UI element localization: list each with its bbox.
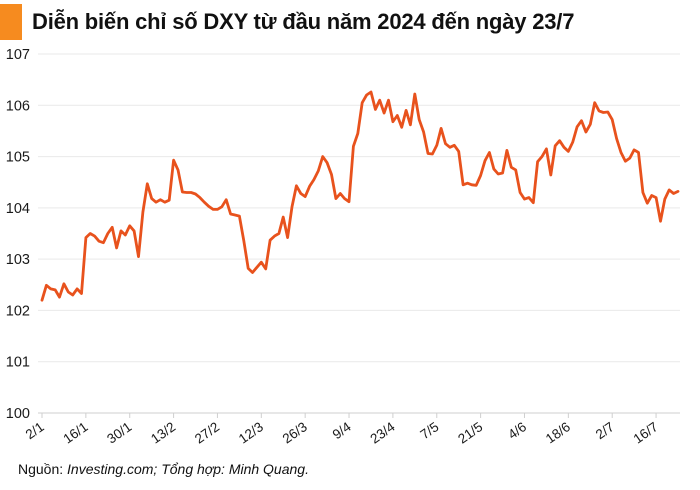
x-axis-label: 27/2 bbox=[192, 419, 222, 446]
chart-header: Diễn biến chỉ số DXY từ đầu năm 2024 đến… bbox=[0, 0, 700, 44]
source-detail: Investing.com; Tổng hợp: Minh Quang. bbox=[67, 461, 309, 477]
source-label: Nguồn: bbox=[18, 461, 68, 477]
x-axis-label: 4/6 bbox=[505, 419, 529, 442]
chart-title: Diễn biến chỉ số DXY từ đầu năm 2024 đến… bbox=[32, 9, 575, 34]
x-axis-label: 16/7 bbox=[631, 419, 661, 446]
y-axis-label: 102 bbox=[6, 303, 30, 319]
y-axis-label: 100 bbox=[6, 406, 30, 422]
x-axis-label: 2/7 bbox=[593, 419, 617, 442]
y-axis-label: 106 bbox=[6, 98, 30, 114]
x-axis-label: 21/5 bbox=[455, 419, 485, 446]
y-axis-label: 101 bbox=[6, 355, 30, 371]
x-axis-label: 9/4 bbox=[330, 419, 354, 442]
y-axis-label: 105 bbox=[6, 150, 30, 166]
y-axis-label: 103 bbox=[6, 252, 30, 268]
title-accent-bar bbox=[0, 4, 22, 40]
x-axis-label: 16/1 bbox=[60, 419, 90, 446]
x-axis-label: 12/3 bbox=[236, 419, 266, 446]
x-axis-label: 18/6 bbox=[543, 419, 573, 446]
x-axis-label: 23/4 bbox=[367, 419, 398, 447]
y-axis-label: 107 bbox=[6, 47, 30, 63]
x-axis-label: 13/2 bbox=[148, 419, 178, 446]
x-axis-label: 2/1 bbox=[23, 419, 47, 442]
y-axis-label: 104 bbox=[6, 201, 30, 217]
x-axis-label: 7/5 bbox=[417, 419, 441, 442]
x-axis-label: 26/3 bbox=[280, 419, 310, 446]
source-note: Nguồn: Investing.com; Tổng hợp: Minh Qua… bbox=[18, 461, 309, 477]
dxy-series-line bbox=[40, 90, 680, 302]
x-axis-label: 30/1 bbox=[104, 419, 134, 446]
